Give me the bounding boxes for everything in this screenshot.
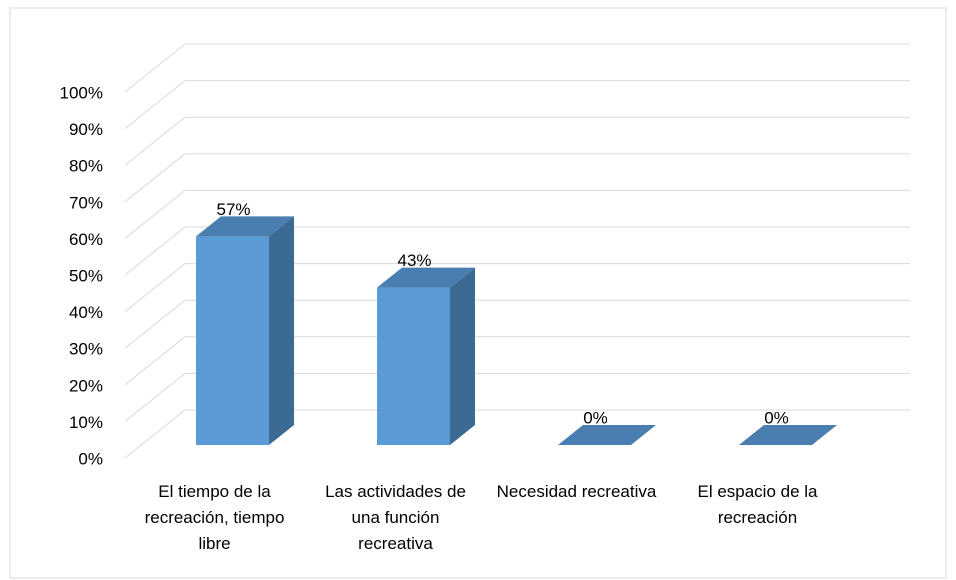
bar-side [269,216,294,445]
x-tick-label: Necesidad recreativa [496,482,657,501]
y-tick-label: 40% [69,303,103,322]
y-tick-label: 20% [69,376,103,395]
grid-line-side [124,409,186,459]
grid-line-side [124,299,186,349]
data-label: 43% [397,251,431,270]
bar-top [739,425,837,445]
y-tick-label: 50% [69,266,103,285]
grid-line-side [124,190,186,239]
grid-line-side [124,373,186,422]
data-label: 0% [583,408,608,427]
y-tick-label: 0% [78,449,103,468]
bar-top [558,425,656,445]
grid-line-side [124,43,186,93]
chart-border [9,7,947,579]
x-tick-label: El tiempo de la recreación, tiempo libre [144,482,285,553]
y-tick-label: 30% [69,340,103,359]
grid-line-side [124,336,186,386]
grid-line-side [124,80,186,129]
x-tick-label: Las actividades de una función recreativ… [325,482,466,553]
y-tick-label: 10% [69,413,103,432]
bar [377,287,450,445]
bar [196,236,269,445]
bar-top [196,216,294,237]
y-tick-label: 60% [69,230,103,249]
grid-line-side [124,263,186,312]
y-tick-label: 90% [69,120,103,139]
grid-line-side [124,153,186,203]
data-label: 0% [764,408,789,427]
x-tick-label: El espacio de la recreación [697,482,818,527]
y-tick-label: 100% [60,83,103,102]
data-label: 57% [216,200,250,219]
y-tick-label: 70% [69,193,103,212]
grid-line-side [124,226,186,276]
bar-top [377,267,475,288]
bar-side [450,267,475,445]
y-tick-label: 80% [69,157,103,176]
grid-line-side [124,116,186,166]
